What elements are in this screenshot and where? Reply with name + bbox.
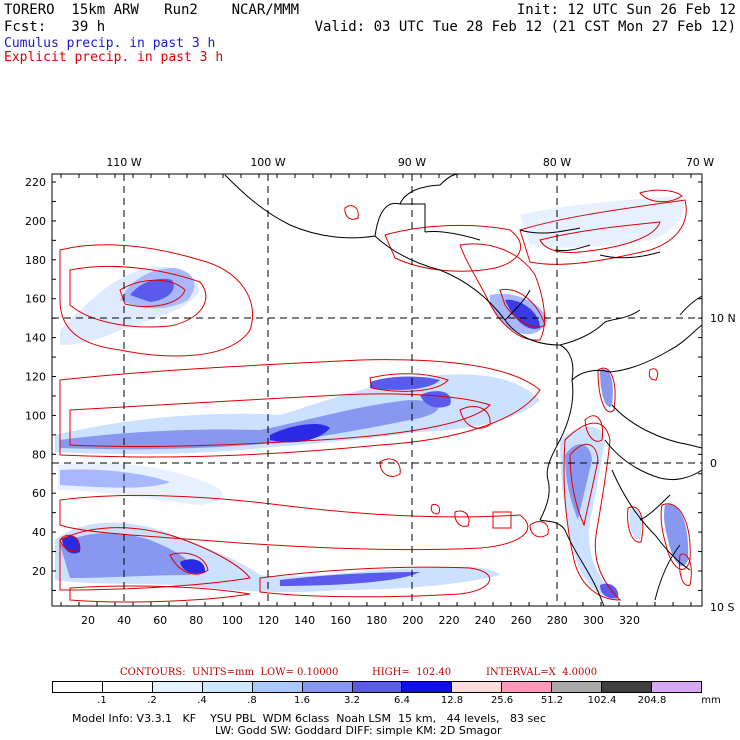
contours-info: CONTOURS: UNITS=mm LOW= 0.10000: [120, 667, 339, 678]
colorbar-label: 12.8: [440, 695, 464, 706]
grid-col-label: 20: [81, 614, 95, 627]
grid-row-label: 160: [25, 293, 46, 306]
grid-row-label: 80: [32, 448, 46, 461]
grid-row-label: 180: [25, 254, 46, 267]
colorbar-label: 204.8: [637, 695, 667, 706]
colorbar-cell: [202, 682, 253, 692]
axis-tick-marks: [52, 174, 702, 606]
header-title: TORERO 15km ARW Run2 NCAR/MMM: [4, 2, 300, 18]
lat-label-0: 0: [710, 457, 717, 470]
grid-col-label: 100: [222, 614, 243, 627]
grid-col-label: 140: [294, 614, 315, 627]
colorbar-unit: mm: [701, 695, 721, 706]
legend-explicit: Explicit precip. in past 3 h: [4, 50, 224, 65]
precip-colorbar: [52, 681, 702, 693]
grid-row-label: 20: [32, 565, 46, 578]
grid-col-label: 40: [117, 614, 131, 627]
colorbar-label: 1.6: [294, 695, 310, 706]
grid-row-label: 100: [25, 409, 46, 422]
colorbar-label: .8: [247, 695, 257, 706]
grid-row-label: 200: [25, 215, 46, 228]
colorbar-label: 102.4: [587, 695, 617, 706]
explicit-precip-contours: [59, 189, 692, 603]
legend-cumulus: Cumulus precip. in past 3 h: [4, 36, 216, 51]
header-valid-time: Valid: 03 UTC Tue 28 Feb 12 (21 CST Mon …: [314, 19, 736, 35]
contours-high: HIGH= 102.40: [372, 667, 452, 678]
colorbar-cell: [53, 682, 103, 692]
model-physics: LW: Godd SW: Goddard DIFF: simple KM: 2D…: [215, 724, 502, 737]
coastlines: [224, 173, 703, 607]
grid-col-label: 260: [511, 614, 532, 627]
grid-row-label: 40: [32, 526, 46, 539]
grid-col-label: 60: [153, 614, 167, 627]
colorbar-cell: [102, 682, 153, 692]
colorbar-cell: [302, 682, 353, 692]
contours-interval: INTERVAL=X 4.0000: [486, 667, 598, 678]
lat-label-10n: 10 N: [710, 312, 736, 325]
colorbar-cell: [502, 682, 553, 692]
colorbar-label: .2: [147, 695, 157, 706]
colorbar-label: 3.2: [344, 695, 360, 706]
grid-col-label: 160: [330, 614, 351, 627]
lon-label-90w: 90 W: [398, 156, 426, 169]
grid-col-label: 220: [439, 614, 460, 627]
colorbar-cell: [552, 682, 603, 692]
colorbar-cell: [602, 682, 653, 692]
grid-row-label: 220: [25, 176, 46, 189]
grid-col-label: 320: [619, 614, 640, 627]
header-forecast-hour: Fcst: 39 h: [4, 19, 106, 35]
grid-col-label: 240: [475, 614, 496, 627]
grid-col-label: 200: [402, 614, 423, 627]
grid-row-label: 140: [25, 332, 46, 345]
colorbar-label: .1: [97, 695, 107, 706]
grid-col-label: 280: [547, 614, 568, 627]
lon-label-80w: 80 W: [543, 156, 571, 169]
model-info: Model Info: V3.3.1 KF YSU PBL WDM 6class…: [72, 712, 546, 725]
lat-label-10s: 10 S: [710, 601, 734, 614]
grid-row-label: 120: [25, 371, 46, 384]
grid-row-label: 60: [32, 487, 46, 500]
lat-lon-grid: [52, 174, 702, 606]
colorbar-label: .4: [197, 695, 207, 706]
colorbar-label: 25.6: [490, 695, 514, 706]
grid-col-label: 120: [258, 614, 279, 627]
colorbar-cell: [252, 682, 303, 692]
header-init-time: Init: 12 UTC Sun 26 Feb 12: [516, 2, 736, 18]
lon-label-110w: 110 W: [106, 156, 141, 169]
lon-label-100w: 100 W: [250, 156, 285, 169]
grid-col-label: 300: [583, 614, 604, 627]
right-latitude-labels: 10 N 0 10 S: [710, 312, 736, 614]
lon-label-70w: 70 W: [686, 156, 714, 169]
colorbar-cell: [402, 682, 453, 692]
top-longitude-labels: 110 W 100 W 90 W 80 W 70 W: [106, 156, 714, 169]
colorbar-label: 6.4: [394, 695, 410, 706]
colorbar-label: 51.2: [540, 695, 564, 706]
grid-col-label: 80: [189, 614, 203, 627]
colorbar-cell: [452, 682, 503, 692]
left-grid-labels: 220 200 180 160 140 120 100 80 60 40 20: [25, 176, 46, 578]
colorbar-cell: [652, 682, 701, 692]
colorbar-cell: [352, 682, 403, 692]
bottom-grid-labels: 20 40 60 80 100 120 140 160 180 200 220 240 260 280 30…: [81, 614, 640, 627]
grid-col-label: 180: [366, 614, 387, 627]
colorbar-cell: [152, 682, 203, 692]
